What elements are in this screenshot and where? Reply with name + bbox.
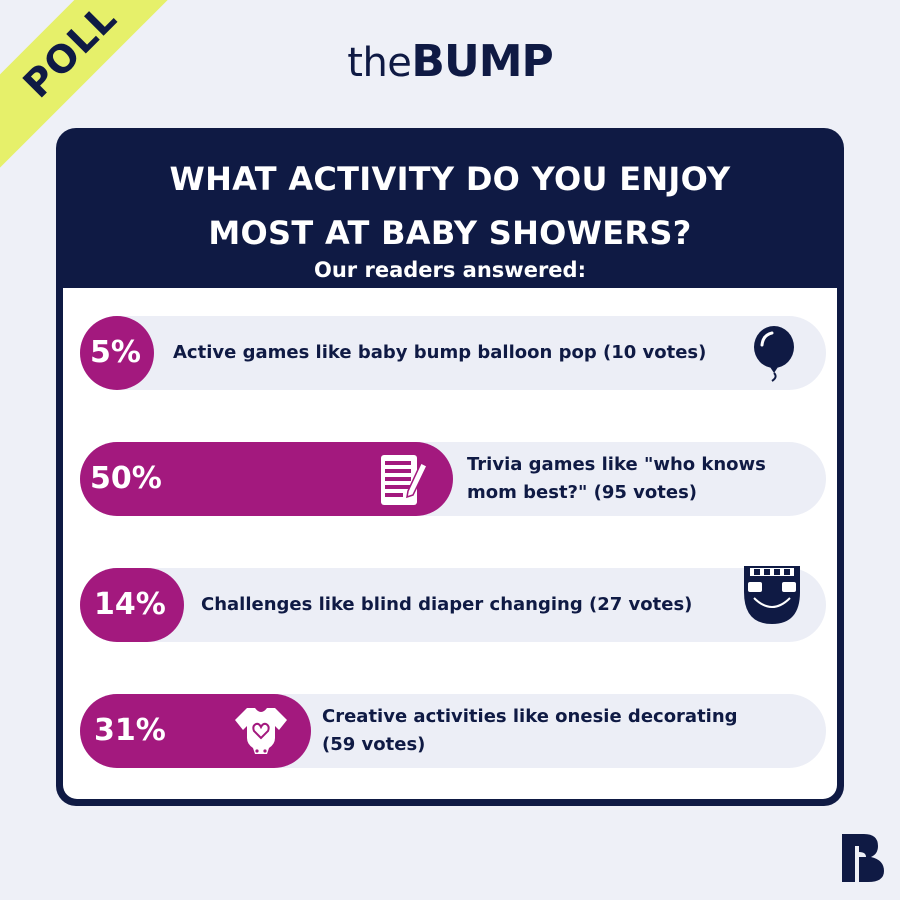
poll-card: WHAT ACTIVITY DO YOU ENJOY MOST AT BABY …: [56, 128, 844, 806]
poll-label-line: Trivia games like "who knows: [467, 454, 766, 475]
poll-label: Challenges like blind diaper changing (2…: [201, 591, 731, 619]
trivia-sheet-icon: [381, 455, 428, 505]
poll-percent: 5%: [90, 335, 141, 370]
poll-question: WHAT ACTIVITY DO YOU ENJOY MOST AT BABY …: [56, 128, 844, 260]
poll-results: 5% Active games like baby bump balloon p…: [63, 288, 837, 799]
poll-label-line: (59 votes): [322, 734, 426, 755]
poll-label-line: mom best?" (95 votes): [467, 482, 698, 503]
onesie-icon: [235, 708, 287, 754]
poll-percent: 50%: [90, 461, 162, 496]
diaper-icon: [744, 566, 800, 624]
poll-label-line: Challenges like blind diaper changing (2…: [201, 594, 693, 615]
balloon-icon: [754, 326, 794, 382]
poll-label: Trivia games like "who knows mom best?" …: [467, 451, 812, 507]
poll-percent: 31%: [94, 713, 166, 748]
poll-row: 14% Challenges like blind diaper changin…: [80, 566, 826, 642]
poll-question-line-1: WHAT ACTIVITY DO YOU ENJOY: [169, 160, 731, 198]
logo-the: the: [347, 40, 412, 86]
poll-percent: 14%: [94, 587, 166, 622]
poll-bar: [80, 568, 184, 642]
logo-bump: BUMP: [411, 36, 553, 87]
poll-label-line: Creative activities like onesie decorati…: [322, 706, 738, 727]
poll-label: Active games like baby bump balloon pop …: [173, 339, 773, 367]
poll-row: 5% Active games like baby bump balloon p…: [80, 316, 826, 390]
bump-b-logo-icon: [842, 834, 884, 882]
poll-label-line: Active games like baby bump balloon pop …: [173, 342, 707, 363]
poll-subtitle: Our readers answered:: [314, 258, 586, 282]
poll-label: Creative activities like onesie decorati…: [322, 703, 802, 759]
poll-header: WHAT ACTIVITY DO YOU ENJOY MOST AT BABY …: [56, 128, 844, 288]
poll-bar: [80, 316, 154, 390]
poll-row: 31% Creative activities like onesie deco…: [80, 694, 826, 768]
poll-question-line-2: MOST AT BABY SHOWERS?: [208, 214, 692, 252]
the-bump-logo: the BUMP: [0, 36, 900, 87]
poll-row: 50% Trivia games like "who knows mom bes…: [80, 442, 826, 516]
